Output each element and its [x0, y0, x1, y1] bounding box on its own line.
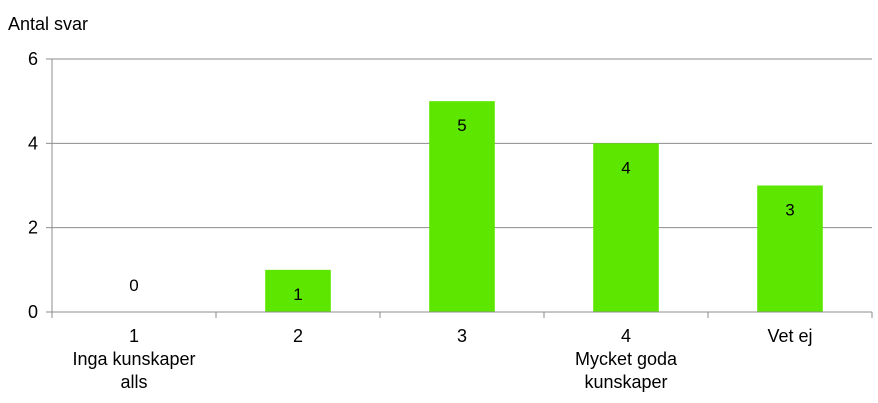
x-tick-label: Inga kunskaper	[72, 349, 195, 369]
data-label: 5	[457, 116, 466, 135]
y-tick-label: 0	[28, 302, 38, 322]
x-tick-label: 1	[129, 326, 139, 346]
y-tick-label: 4	[28, 133, 38, 153]
bars-layer	[265, 101, 823, 313]
x-tick-label: Vet ej	[767, 326, 812, 346]
x-tick-label: 4	[621, 326, 631, 346]
y-tick-label: 6	[28, 49, 38, 69]
data-label: 0	[129, 276, 138, 295]
data-label: 1	[293, 285, 302, 304]
x-tick-label: 2	[293, 326, 303, 346]
bar	[757, 185, 823, 312]
bar	[593, 143, 659, 312]
axis-layer	[46, 58, 873, 318]
x-tick-label: Mycket goda	[575, 349, 678, 369]
x-tick-label: kunskaper	[584, 372, 667, 392]
labels-layer: 0 2 4 6 0 1 Inga kunskaper alls 1 2 5 3 4 4 Mycket god…	[28, 49, 813, 392]
data-label: 4	[621, 158, 630, 177]
y-tick-label: 2	[28, 218, 38, 238]
bar	[265, 269, 331, 312]
x-tick-label: 3	[457, 326, 467, 346]
data-label: 3	[785, 201, 794, 220]
x-tick-label: alls	[120, 372, 147, 392]
bar	[429, 101, 495, 313]
y-axis-title: Antal svar	[8, 14, 88, 34]
